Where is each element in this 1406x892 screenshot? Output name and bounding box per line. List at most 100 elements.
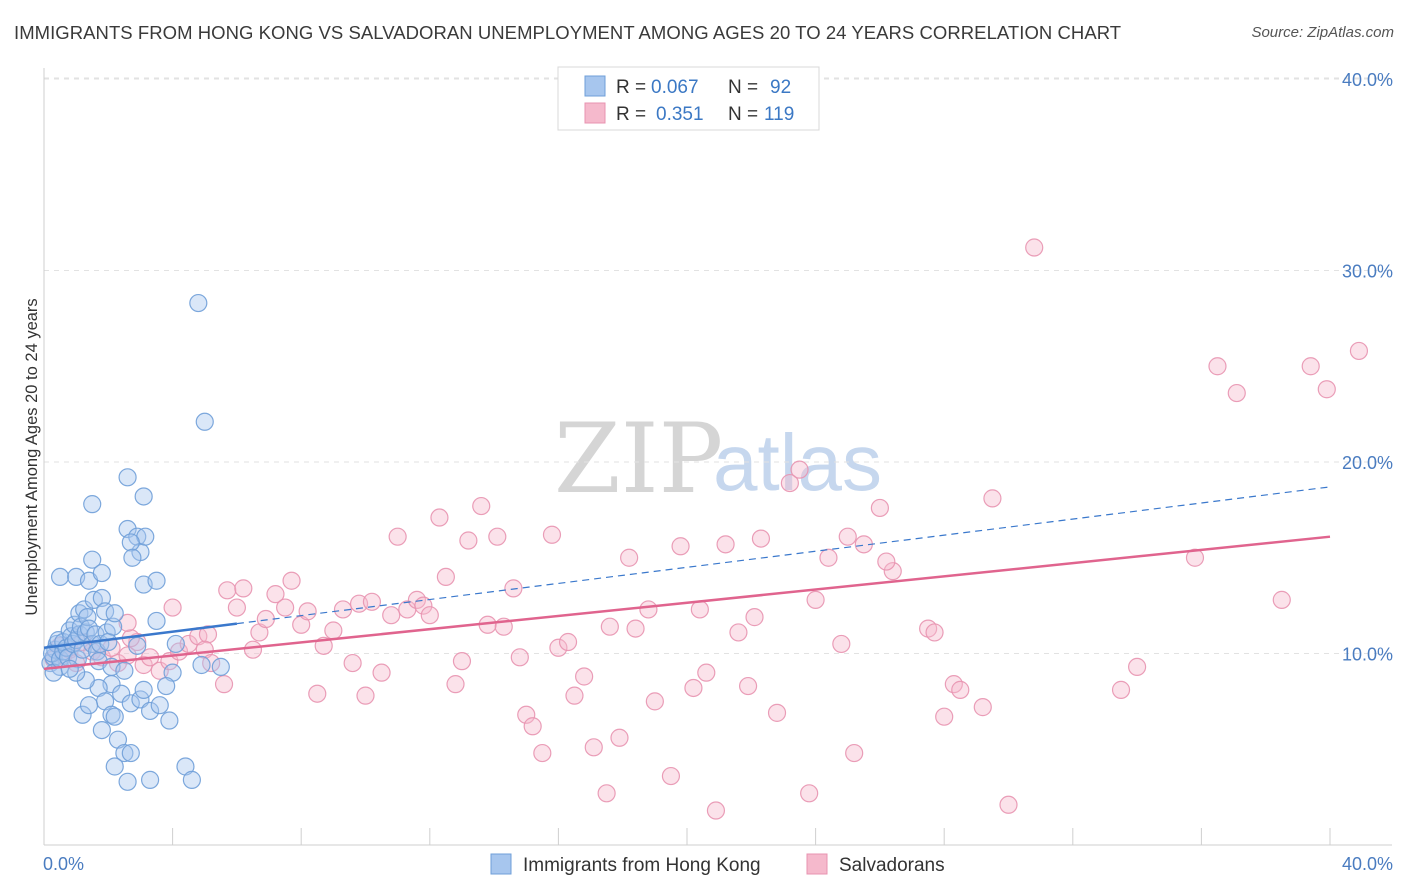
data-point [198, 625, 218, 644]
trend-line-hong-kong-solid [43, 622, 238, 649]
data-point [558, 632, 578, 652]
data-point [92, 720, 111, 740]
data-point [1349, 341, 1369, 361]
legend-r-value: 0.351 [656, 104, 704, 125]
data-point [1227, 383, 1246, 403]
data-point [121, 694, 140, 713]
data-point [256, 609, 275, 629]
data-point [76, 671, 95, 690]
data-point [420, 606, 439, 625]
data-point [123, 548, 142, 567]
data-point [459, 531, 478, 550]
data-point [767, 703, 787, 722]
data-point [83, 550, 102, 569]
data-point [600, 617, 619, 636]
data-point [838, 527, 857, 546]
data-point [738, 676, 758, 696]
data-point [610, 728, 629, 747]
data-point [780, 473, 799, 493]
series-immigrants-from-hong-kong [41, 293, 230, 791]
data-point [1127, 657, 1147, 677]
data-point [517, 705, 536, 724]
data-point [575, 667, 594, 686]
data-point [128, 636, 147, 655]
data-point [104, 617, 123, 636]
data-point [121, 743, 140, 763]
data-point [790, 460, 809, 479]
y-tick-label: 20.0% [1342, 453, 1393, 473]
data-point [105, 707, 124, 726]
watermark: ZIP atlas [554, 403, 882, 515]
data-point [388, 527, 407, 546]
data-point [452, 652, 472, 671]
series-salvadorans [44, 238, 1369, 820]
data-point [102, 705, 121, 724]
data-point [925, 623, 944, 642]
data-point [523, 717, 542, 736]
data-point [276, 598, 295, 617]
data-point [60, 659, 79, 678]
data-point [182, 770, 201, 789]
data-point [211, 657, 230, 677]
trend-lines [43, 486, 1331, 671]
data-point [819, 548, 838, 567]
data-point [877, 552, 896, 571]
data-point [50, 567, 70, 587]
data-point [243, 640, 263, 659]
data-point [697, 663, 716, 682]
data-point [1208, 357, 1227, 376]
data-point [140, 701, 160, 721]
data-point [690, 600, 709, 619]
legend-r-label: R = [616, 77, 646, 98]
data-point [671, 537, 690, 556]
data-point [234, 579, 253, 598]
data-point [160, 711, 179, 730]
data-point [362, 592, 382, 611]
data-point [472, 496, 491, 516]
data-point [1301, 357, 1320, 376]
data-point [645, 692, 664, 711]
data-point [118, 772, 137, 791]
legend-n-label: N = [728, 104, 758, 125]
data-point [195, 412, 214, 431]
data-point [333, 600, 353, 619]
data-point [150, 696, 169, 715]
data-point [510, 648, 529, 667]
data-point [1317, 380, 1336, 399]
data-point [584, 738, 603, 757]
data-point [308, 684, 327, 703]
axes [43, 68, 1392, 846]
bottom-legend-swatch-pink [806, 853, 828, 875]
y-axis-label: Unemployment Among Ages 20 to 24 years [23, 298, 41, 615]
data-point [751, 529, 771, 548]
chart-title: IMMIGRANTS FROM HONG KONG VS SALVADORAN … [14, 22, 1122, 43]
data-point [706, 801, 726, 820]
y-tick-label: 40.0% [1342, 70, 1393, 90]
data-point [504, 579, 523, 598]
grid [44, 77, 1392, 654]
data-point [382, 606, 401, 625]
data-point [661, 766, 681, 786]
data-point [430, 508, 449, 527]
legend-n-label: N = [728, 77, 758, 98]
data-point [118, 613, 137, 632]
data-point [1185, 548, 1205, 567]
y-tick-label: 10.0% [1342, 645, 1393, 665]
data-point [118, 519, 137, 539]
data-point [166, 634, 185, 654]
data-point [105, 757, 124, 776]
data-point [343, 653, 362, 673]
bottom-legend-label: Salvadorans [839, 855, 945, 876]
data-point [549, 638, 568, 657]
data-point [533, 743, 552, 763]
data-point [192, 655, 211, 675]
watermark-zip: ZIP [554, 403, 723, 515]
data-point [118, 468, 137, 487]
data-point [806, 590, 825, 609]
data-point [92, 563, 111, 583]
bottom-legend: Immigrants from Hong Kong Salvadorans [490, 853, 945, 876]
data-point [845, 743, 864, 763]
data-point [935, 707, 954, 726]
data-point [639, 600, 658, 619]
data-point [147, 611, 166, 631]
